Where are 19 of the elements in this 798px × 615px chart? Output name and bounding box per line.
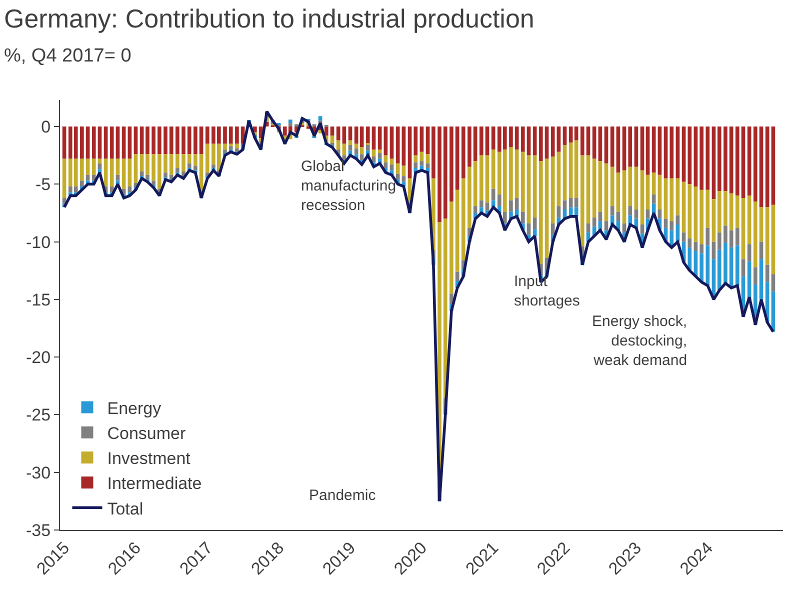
y-tick-label: -30 — [26, 463, 51, 482]
annotation: Input shortages — [514, 273, 580, 310]
legend-label: Energy — [107, 398, 162, 418]
y-tick-label: -20 — [26, 348, 51, 368]
annotation: Global manufacturing recession — [301, 158, 396, 214]
y-tick-label: -15 — [26, 290, 51, 310]
y-tick-label: -25 — [26, 406, 51, 425]
y-tick-label: -10 — [26, 232, 51, 252]
chart-title: Germany: Contribution to industrial production — [4, 4, 534, 34]
annotation: Energy shock, destocking, weak demand — [592, 313, 688, 369]
annotation: Pandemic — [309, 487, 376, 504]
legend-label: Intermediate — [107, 474, 202, 494]
legend-label: Consumer — [107, 424, 186, 443]
legend-label: Total — [107, 499, 144, 518]
chart-subtitle: %, Q4 2017= 0 — [4, 45, 132, 66]
y-tick-label: 0 — [41, 117, 51, 136]
legend-label: Investment — [107, 449, 191, 468]
y-tick-label: -35 — [26, 520, 51, 540]
y-tick-label: -5 — [35, 175, 51, 194]
